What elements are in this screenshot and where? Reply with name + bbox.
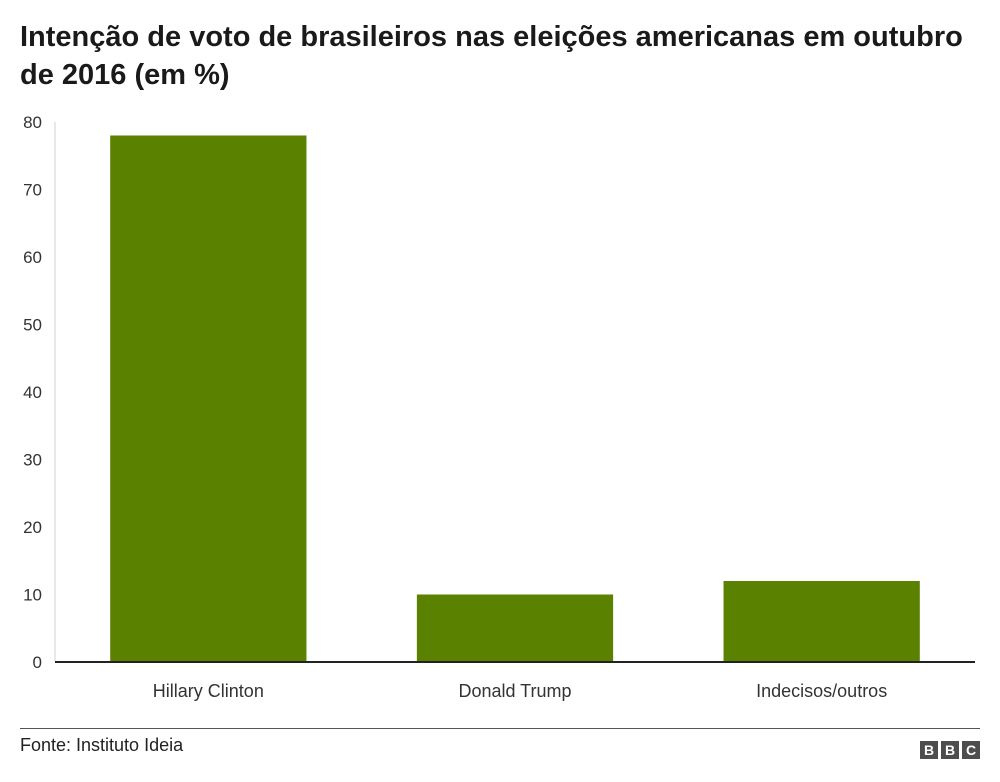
x-axis-labels: Hillary Clinton Donald Trump Indecisos/out… <box>153 681 887 701</box>
x-category-label: Indecisos/outros <box>756 681 887 701</box>
y-tick-label: 80 <box>23 113 42 132</box>
source-note: Fonte: Instituto Ideia <box>20 735 184 755</box>
bars <box>110 135 920 662</box>
bar-chart: 0 10 20 30 40 50 60 70 80 Hillary Clinton Donald … <box>23 113 975 701</box>
y-tick-label: 60 <box>23 248 42 267</box>
y-axis-ticks: 0 10 20 30 40 50 60 70 80 <box>23 113 42 672</box>
bar <box>723 581 920 662</box>
y-tick-label: 20 <box>23 518 42 537</box>
x-category-label: Donald Trump <box>458 681 571 701</box>
x-category-label: Hillary Clinton <box>153 681 264 701</box>
bar <box>110 135 307 662</box>
y-tick-label: 0 <box>33 653 42 672</box>
bbc-logo-letter: B <box>920 741 938 759</box>
bar <box>416 594 614 662</box>
y-tick-label: 30 <box>23 451 42 470</box>
bbc-logo: B B C <box>920 741 980 759</box>
bbc-logo-letter: C <box>962 741 980 759</box>
y-tick-label: 50 <box>23 316 42 335</box>
bbc-logo-letter: B <box>941 741 959 759</box>
y-tick-label: 70 <box>23 181 42 200</box>
y-tick-label: 10 <box>23 586 42 605</box>
footer-divider <box>20 728 980 729</box>
y-tick-label: 40 <box>23 383 42 402</box>
chart-title: Intenção de voto de brasileiros nas elei… <box>20 21 963 91</box>
